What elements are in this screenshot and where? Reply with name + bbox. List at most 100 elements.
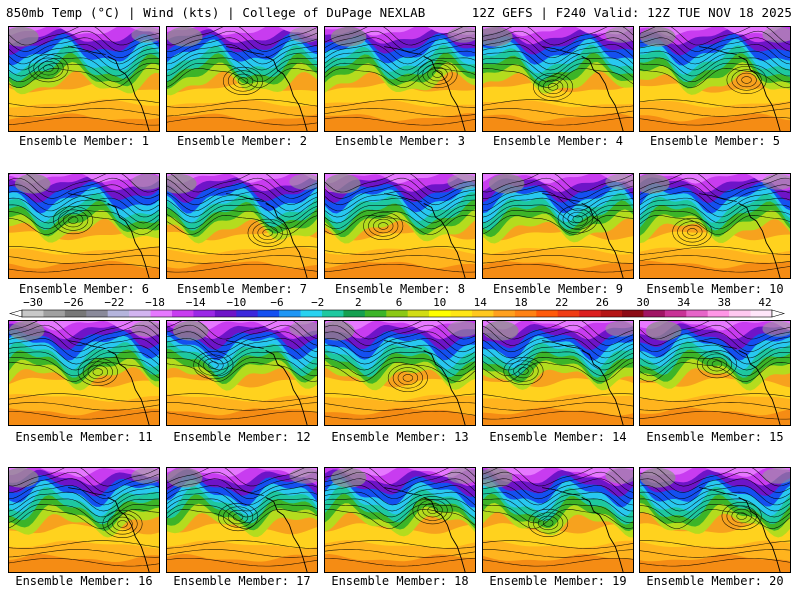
temperature-field-map — [9, 27, 159, 131]
ensemble-member-label: Ensemble Member: 3 — [334, 134, 466, 148]
colorbar-tick-label: −10 — [226, 296, 246, 309]
colorbar-tick-label: 2 — [355, 296, 362, 309]
ensemble-member-panel — [166, 173, 318, 279]
temperature-field-map — [167, 321, 317, 425]
colorbar-segment — [707, 310, 730, 317]
temperature-field-map — [9, 468, 159, 572]
colorbar-segment — [450, 310, 473, 317]
temperature-field-map — [325, 27, 475, 131]
ensemble-member-panel — [324, 467, 476, 573]
colorbar-segment — [493, 310, 516, 317]
temperature-field-map — [9, 321, 159, 425]
colorbar-segment — [407, 310, 430, 317]
ensemble-member-label: Ensemble Member: 8 — [334, 282, 466, 296]
ensemble-member-label: Ensemble Member: 20 — [646, 574, 784, 588]
colorbar-segment — [429, 310, 451, 317]
ensemble-member-panel — [8, 173, 160, 279]
ensemble-member-panel — [639, 26, 791, 132]
ensemble-member-label: Ensemble Member: 18 — [331, 574, 469, 588]
ensemble-member-panel — [166, 320, 318, 426]
colorbar-tick-label: 38 — [718, 296, 731, 309]
colorbar-tick-label: 42 — [758, 296, 771, 309]
ensemble-member-label: Ensemble Member: 6 — [18, 282, 150, 296]
ensemble-member-panel — [482, 173, 634, 279]
colorbar-tick-label: 26 — [596, 296, 609, 309]
colorbar-segment — [64, 310, 87, 317]
ensemble-member-panel — [324, 173, 476, 279]
ensemble-member-label: Ensemble Member: 4 — [492, 134, 624, 148]
colorbar-segment — [343, 310, 366, 317]
colorbar-segment — [386, 310, 409, 317]
colorbar-segment — [214, 310, 237, 317]
temperature-field-map — [483, 468, 633, 572]
colorbar-tick-label: 10 — [433, 296, 446, 309]
colorbar-segment — [300, 310, 323, 317]
colorbar-segment — [150, 310, 173, 317]
temperature-field-map — [325, 174, 475, 278]
colorbar-segment — [750, 310, 773, 317]
colorbar-segment — [193, 310, 216, 317]
colorbar-segment — [514, 310, 537, 317]
colorbar-tick-label: 30 — [636, 296, 649, 309]
colorbar-segment — [472, 310, 494, 317]
temperature-field-map — [167, 468, 317, 572]
colorbar-left-arrow — [8, 309, 23, 318]
colorbar-segment — [536, 310, 559, 317]
colorbar-segment — [643, 310, 666, 317]
colorbar-tick-label: 18 — [514, 296, 527, 309]
colorbar-segment — [236, 310, 259, 317]
colorbar-segment — [257, 310, 280, 317]
colorbar-tick-label: 6 — [396, 296, 403, 309]
temperature-field-map — [640, 468, 790, 572]
colorbar-segment — [22, 310, 44, 317]
temperature-field-map — [167, 174, 317, 278]
ensemble-member-panel — [482, 467, 634, 573]
colorbar-tick-label: −2 — [311, 296, 324, 309]
ensemble-member-label: Ensemble Member: 7 — [176, 282, 308, 296]
ensemble-member-label: Ensemble Member: 15 — [646, 430, 784, 444]
colorbar-segment — [579, 310, 601, 317]
temperature-field-map — [325, 468, 475, 572]
temperature-field-map — [483, 321, 633, 425]
temperature-field-map — [640, 27, 790, 131]
ensemble-member-panel — [8, 467, 160, 573]
colorbar-segment — [557, 310, 580, 317]
colorbar-segment — [279, 310, 301, 317]
ensemble-member-panel — [8, 320, 160, 426]
colorbar-segment — [600, 310, 623, 317]
ensemble-member-panel — [324, 26, 476, 132]
temperature-colorbar: −30 −26 −22 −18 −14 −10 −6 −2 2 6 10 14 18 22 26 30 34 38… — [8, 296, 786, 318]
temperature-field-map — [640, 174, 790, 278]
ensemble-member-label: Ensemble Member: 17 — [173, 574, 311, 588]
colorbar-tick-label: −30 — [23, 296, 43, 309]
temperature-field-map — [483, 27, 633, 131]
ensemble-member-label: Ensemble Member: 9 — [492, 282, 624, 296]
colorbar-segment — [172, 310, 194, 317]
ensemble-member-label: Ensemble Member: 12 — [173, 430, 311, 444]
ensemble-member-panel — [166, 26, 318, 132]
colorbar-tick-label: −18 — [145, 296, 165, 309]
temperature-field-map — [640, 321, 790, 425]
colorbar-tick-label: −22 — [104, 296, 124, 309]
temperature-field-map — [9, 174, 159, 278]
colorbar-segment — [322, 310, 344, 317]
colorbar-segment — [664, 310, 687, 317]
ensemble-member-label: Ensemble Member: 5 — [649, 134, 781, 148]
ensemble-member-panel — [324, 320, 476, 426]
ensemble-member-panel — [8, 26, 160, 132]
colorbar-segment — [729, 310, 751, 317]
ensemble-member-panel — [482, 26, 634, 132]
colorbar-right-arrow — [771, 309, 786, 318]
ensemble-member-label: Ensemble Member: 19 — [489, 574, 627, 588]
temperature-field-map — [167, 27, 317, 131]
ensemble-member-label: Ensemble Member: 11 — [15, 430, 153, 444]
temperature-field-map — [325, 321, 475, 425]
temperature-field-map — [483, 174, 633, 278]
colorbar-segment — [86, 310, 109, 317]
ensemble-member-panel — [482, 320, 634, 426]
ensemble-member-panel — [166, 467, 318, 573]
model-run-valid-time: 12Z GEFS | F240 Valid: 12Z TUE NOV 18 20… — [471, 5, 792, 20]
ensemble-member-panel — [639, 320, 791, 426]
colorbar-segment — [622, 310, 644, 317]
ensemble-member-label: Ensemble Member: 1 — [18, 134, 150, 148]
